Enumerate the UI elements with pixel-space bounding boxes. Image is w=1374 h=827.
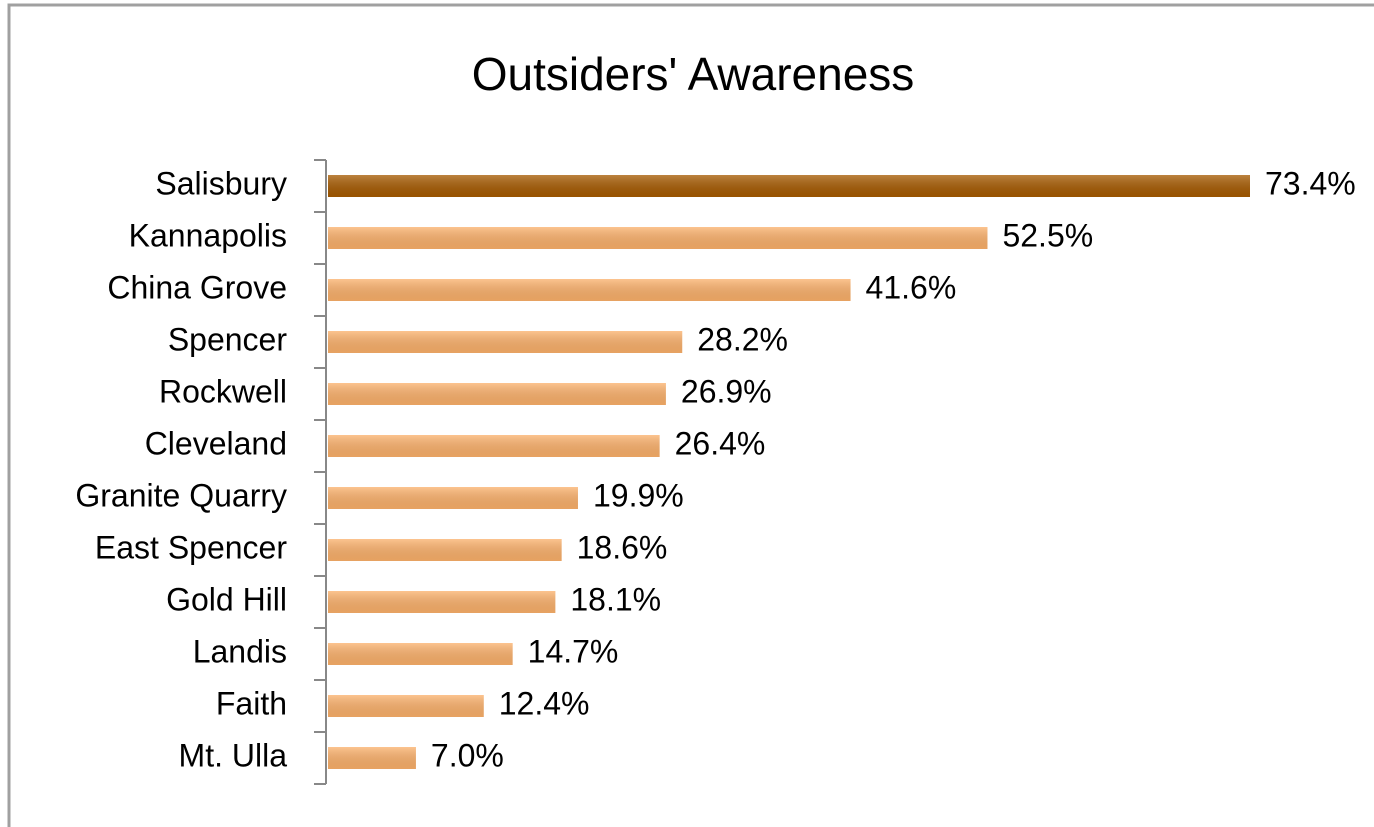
category-label: Rockwell: [159, 373, 287, 409]
bar-shade: [328, 175, 1250, 197]
bar-shade: [328, 435, 660, 457]
bar-shade: [328, 383, 666, 405]
value-label: 52.5%: [1002, 217, 1093, 253]
bar-shade: [328, 539, 562, 561]
value-label: 12.4%: [499, 685, 590, 721]
frame: [7, 3, 1374, 827]
chart-title: Outsiders' Awareness: [472, 48, 915, 100]
value-label: 14.7%: [528, 633, 619, 669]
value-label: 7.0%: [431, 737, 504, 773]
value-label: 28.2%: [697, 321, 788, 357]
bar-shade: [328, 591, 556, 613]
category-label: Kannapolis: [129, 217, 287, 253]
category-label: East Spencer: [95, 529, 287, 565]
value-label: 26.9%: [681, 373, 772, 409]
category-label: Landis: [193, 633, 287, 669]
category-label: Gold Hill: [166, 581, 287, 617]
bar-shade: [328, 695, 484, 717]
bar-shade: [328, 331, 683, 353]
category-label: China Grove: [107, 269, 287, 305]
bar-shade: [328, 279, 851, 301]
bar-shade: [328, 747, 416, 769]
category-label: Cleveland: [145, 425, 287, 461]
bar-shade: [328, 227, 988, 249]
value-label: 18.1%: [570, 581, 661, 617]
category-label: Granite Quarry: [75, 477, 287, 513]
bar-shade: [328, 487, 578, 509]
category-label: Faith: [216, 685, 287, 721]
value-label: 18.6%: [577, 529, 668, 565]
value-label: 41.6%: [866, 269, 957, 305]
category-label: Mt. Ulla: [179, 737, 288, 773]
category-label: Salisbury: [155, 165, 287, 201]
value-label: 26.4%: [675, 425, 766, 461]
bar-shade: [328, 643, 513, 665]
value-label: 19.9%: [593, 477, 684, 513]
category-label: Spencer: [168, 321, 288, 357]
value-label: 73.4%: [1265, 165, 1356, 201]
